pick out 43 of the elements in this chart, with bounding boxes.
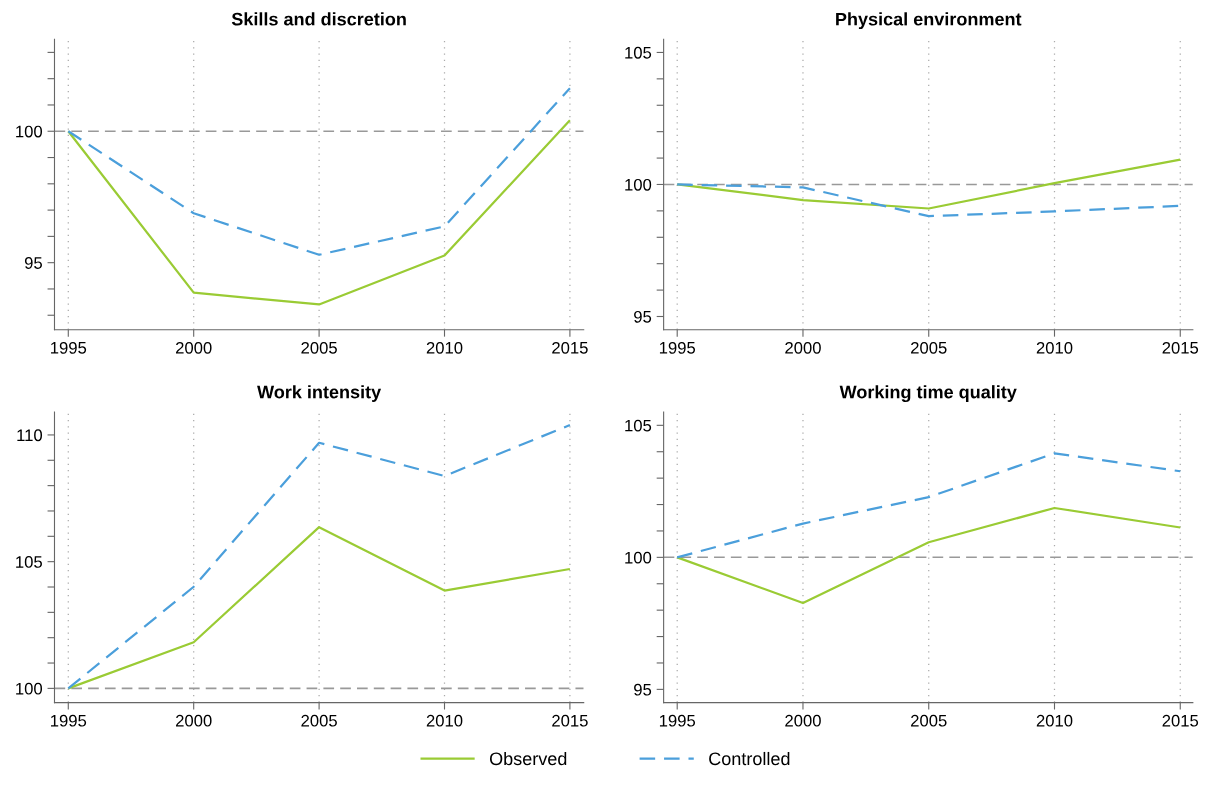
x-tick-label: 2005	[301, 714, 337, 727]
line-series	[67, 423, 572, 690]
y-tick-label: 95	[634, 310, 652, 323]
x-tick-label: 2005	[911, 341, 947, 354]
line-series	[676, 452, 1182, 559]
x-tick-label: 1995	[51, 341, 87, 354]
line-series	[67, 526, 572, 690]
x-tick-label: 2015	[1162, 341, 1199, 354]
x-tick-label: 1995	[51, 714, 87, 727]
chart-title: Work intensity	[257, 385, 382, 402]
x-tick-label: 2010	[426, 714, 463, 727]
x-tick-label: 2015	[1162, 714, 1199, 727]
y-tick-label: 105	[625, 46, 652, 59]
x-tick-label: 2000	[785, 341, 821, 354]
x-tick-label: 2000	[785, 714, 821, 727]
x-tick-label: 2015	[552, 714, 588, 727]
line-series	[676, 506, 1182, 605]
x-tick-label: 2005	[301, 341, 337, 354]
legend-label: Observed	[489, 751, 567, 766]
chart-title: Working time quality	[839, 385, 1017, 403]
y-tick-label: 105	[16, 556, 42, 568]
chart-title: Skills and discretion	[231, 12, 406, 26]
x-tick-label: 2000	[176, 714, 212, 727]
x-tick-label: 2010	[1036, 714, 1073, 727]
x-tick-label: 1995	[659, 341, 696, 354]
y-tick-label: 100	[625, 551, 652, 564]
y-tick-label: 105	[625, 419, 652, 432]
x-tick-label: 2015	[552, 341, 588, 354]
chart-title: Physical environment	[836, 12, 1022, 30]
y-tick-label: 95	[634, 683, 652, 696]
y-tick-label: 100	[16, 682, 43, 695]
legend-label: Controlled	[709, 751, 790, 766]
y-tick-label: 110	[17, 429, 43, 442]
line-series	[67, 87, 572, 256]
x-tick-label: 2010	[1036, 341, 1073, 354]
x-tick-label: 2010	[426, 341, 463, 354]
y-tick-label: 100	[625, 178, 652, 191]
line-series	[67, 119, 572, 306]
x-tick-label: 2005	[911, 714, 947, 727]
y-tick-label: 95	[24, 257, 42, 269]
x-tick-label: 1995	[659, 714, 696, 727]
x-tick-label: 2000	[176, 341, 212, 354]
y-tick-label: 100	[16, 125, 43, 138]
